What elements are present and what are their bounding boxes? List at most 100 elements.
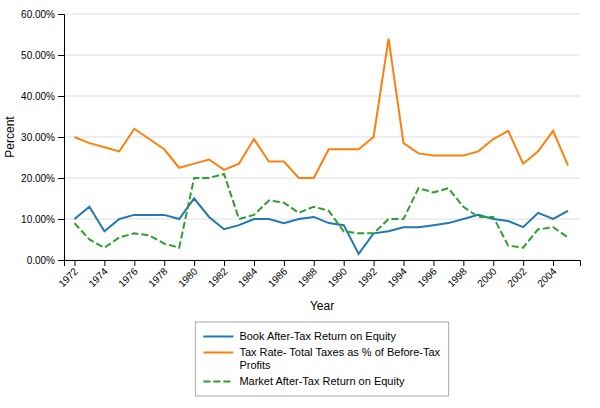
- grid-line: [64, 178, 580, 179]
- x-tick-label: 2002: [505, 265, 529, 289]
- x-tick-mark: [164, 260, 165, 266]
- x-tick: 1992: [356, 260, 380, 289]
- x-tick-label: 1978: [146, 265, 170, 289]
- y-axis-title: Percent: [3, 116, 17, 158]
- y-tick-label: 20.00%: [21, 173, 55, 184]
- legend-label: Book After-Tax Return on Equity: [239, 330, 396, 342]
- x-tick: 2004: [535, 260, 559, 289]
- x-tick-label: 1974: [86, 265, 110, 289]
- x-tick: 1990: [326, 260, 350, 289]
- series-line: [74, 199, 568, 254]
- y-tick-label: 10.00%: [21, 214, 55, 225]
- x-tick: 1980: [176, 260, 200, 289]
- legend-swatch: [203, 336, 233, 338]
- x-tick-label: 1986: [266, 265, 290, 289]
- grid-line: [64, 96, 580, 97]
- x-tick-mark: [344, 260, 345, 266]
- x-tick: 1986: [266, 260, 290, 289]
- x-tick-label: 1982: [206, 265, 230, 289]
- x-tick: 1974: [86, 260, 110, 289]
- y-tick: 20.00%: [21, 173, 64, 184]
- x-tick: 1988: [296, 260, 320, 289]
- plot: 1972197419761978198019821984198619881990…: [21, 9, 580, 289]
- y-tick: 40.00%: [21, 91, 64, 102]
- legend-swatch: [203, 381, 233, 383]
- grid-line: [64, 14, 580, 15]
- y-tick: 50.00%: [21, 50, 64, 61]
- legend-swatch: [203, 352, 233, 354]
- x-tick-mark: [433, 260, 434, 266]
- y-tick-label: 0.00%: [27, 255, 55, 266]
- legend-label: Tax Rate- Total Taxes as % of Before-Tax…: [239, 346, 440, 371]
- y-tick-label: 30.00%: [21, 132, 55, 143]
- x-tick-mark: [224, 260, 225, 266]
- x-tick: 1994: [385, 260, 409, 289]
- series-line: [74, 39, 568, 178]
- y-tick: 0.00%: [27, 255, 64, 266]
- x-tick: 1972: [56, 260, 80, 289]
- y-tick-mark: [58, 14, 64, 15]
- x-tick: 1978: [146, 260, 170, 289]
- x-tick-mark: [74, 260, 75, 266]
- x-tick-mark: [284, 260, 285, 266]
- lines: [74, 39, 568, 254]
- x-tick-mark: [254, 260, 255, 266]
- x-tick: 2002: [505, 260, 529, 289]
- x-tick-label: 1976: [116, 265, 140, 289]
- y-tick: 10.00%: [21, 214, 64, 225]
- x-axis-title: Year: [310, 299, 334, 313]
- x-tick: 1996: [415, 260, 439, 289]
- x-tick: 1998: [445, 260, 469, 289]
- legend-item: Tax Rate- Total Taxes as % of Before-Tax…: [203, 346, 440, 371]
- x-tick-label: 1992: [356, 265, 380, 289]
- y-axis: 0.00% 10.00% 20.00% 30.00% 40.00% 50.00% 60.00…: [21, 9, 64, 266]
- x-tick-mark: [404, 260, 405, 266]
- x-tick-mark: [104, 260, 105, 266]
- y-tick-mark: [58, 178, 64, 179]
- x-tick-mark: [493, 260, 494, 266]
- grid-line: [64, 55, 580, 56]
- y-axis-line: [58, 15, 65, 261]
- legend-frame: [195, 322, 448, 396]
- y-tick-label: 40.00%: [21, 91, 55, 102]
- y-tick: 60.00%: [21, 9, 64, 20]
- legend-item: Book After-Tax Return on Equity: [203, 330, 396, 342]
- x-tick-label: 2004: [535, 265, 559, 289]
- x-tick-label: 1988: [296, 265, 320, 289]
- x-tick-mark: [314, 260, 315, 266]
- x-tick-label: 1972: [56, 265, 80, 289]
- series-line: [74, 174, 568, 248]
- x-tick-label: 1994: [385, 265, 409, 289]
- grid: [64, 14, 580, 260]
- y-tick-mark: [58, 55, 64, 56]
- x-tick-label: 1990: [326, 265, 350, 289]
- x-tick-label: 1980: [176, 265, 200, 289]
- y-tick-mark: [58, 137, 64, 138]
- legend-item: Market After-Tax Return on Equity: [203, 375, 405, 387]
- y-tick-mark: [58, 260, 64, 261]
- x-tick: 1984: [236, 260, 260, 289]
- x-tick-mark: [134, 260, 135, 266]
- x-tick-mark: [194, 260, 195, 266]
- x-tick-label: 2000: [475, 265, 499, 289]
- x-tick-mark: [463, 260, 464, 266]
- x-tick-mark: [523, 260, 524, 266]
- x-tick-label: 1984: [236, 265, 260, 289]
- x-tick: 1982: [206, 260, 230, 289]
- grid-line: [64, 137, 580, 138]
- x-axis-line: [65, 261, 581, 267]
- x-tick-label: 1998: [445, 265, 469, 289]
- legend-label: Market After-Tax Return on Equity: [239, 375, 405, 387]
- y-tick-mark: [58, 96, 64, 97]
- x-tick: 2000: [475, 260, 499, 289]
- y-tick-label: 50.00%: [21, 50, 55, 61]
- y-tick-label: 60.00%: [21, 9, 55, 20]
- legend: Book After-Tax Return on Equity Tax Rate-…: [195, 322, 448, 396]
- y-tick-mark: [58, 219, 64, 220]
- x-tick-label: 1996: [415, 265, 439, 289]
- x-tick: 1976: [116, 260, 140, 289]
- y-tick: 30.00%: [21, 132, 64, 143]
- x-tick-mark: [374, 260, 375, 266]
- x-tick-mark: [553, 260, 554, 266]
- x-axis: 1972197419761978198019821984198619881990…: [56, 260, 580, 289]
